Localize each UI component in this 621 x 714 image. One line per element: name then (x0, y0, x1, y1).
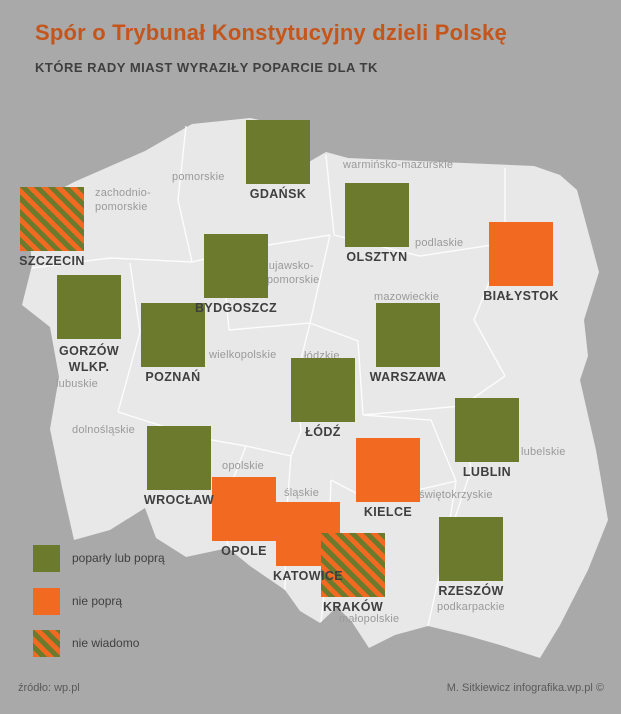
city-label-lodz: ŁÓDŹ (305, 425, 341, 439)
city-marker-bialystok (489, 222, 553, 286)
city-marker-szczecin (20, 187, 84, 251)
city-label-rzeszow: RZESZÓW (438, 584, 504, 598)
footer-source: źródło: wp.pl (18, 682, 80, 694)
city-label-kielce: KIELCE (363, 505, 413, 519)
region-label-malopolskie: małopolskie (339, 613, 400, 625)
region-label-opolskie: opolskie (222, 460, 264, 472)
region-label-warminsko-mazurskie: warmińsko-mazurskie (343, 159, 454, 171)
region-label-podkarpackie: podkarpackie (437, 601, 505, 613)
city-marker-kielce (356, 438, 420, 502)
footer-credit: M. Sitkiewicz infografika.wp.pl © (446, 682, 604, 694)
legend-label-unknown: nie wiadomo (72, 636, 140, 650)
region-label-kujawsko-pomorskie: kujawsko- -pomorskie (263, 260, 320, 287)
city-label-opole: OPOLE (221, 544, 267, 558)
region-label-lubelskie: lubelskie (521, 446, 566, 458)
city-marker-poznan (141, 303, 205, 367)
page-subtitle: KTÓRE RADY MIAST WYRAZIŁY POPARCIE DLA T… (35, 60, 378, 75)
city-label-bydgoszcz: BYDGOSZCZ (194, 301, 278, 315)
city-marker-opole (212, 477, 276, 541)
city-marker-gorzow-wlkp (57, 275, 121, 339)
city-marker-wroclaw (147, 426, 211, 490)
city-marker-olsztyn (345, 183, 409, 247)
city-label-olsztyn: OLSZTYN (346, 250, 408, 264)
region-label-pomorskie: pomorskie (172, 171, 225, 183)
city-marker-lodz (291, 358, 355, 422)
city-label-szczecin: SZCZECIN (19, 254, 85, 268)
city-marker-lublin (455, 398, 519, 462)
legend-label-support: poparły lub poprą (72, 551, 165, 565)
city-label-poznan: POZNAŃ (145, 370, 201, 384)
city-label-warszawa: WARSZAWA (369, 370, 447, 384)
city-label-gdansk: GDAŃSK (249, 187, 307, 201)
city-label-gorzow-wlkp: GORZÓW WLKP. (58, 344, 120, 374)
city-label-wroclaw: WROCŁAW (143, 493, 215, 507)
region-label-dolnoslaskie: dolnośląskie (72, 424, 135, 436)
region-label-podlaskie: podlaskie (415, 237, 464, 249)
city-marker-bydgoszcz (204, 234, 268, 298)
city-marker-gdansk (246, 120, 310, 184)
city-label-lublin: LUBLIN (462, 465, 512, 479)
city-label-katowice: KATOWICE (272, 569, 344, 583)
region-label-wielkopolskie: wielkopolskie (209, 349, 277, 361)
region-label-swietokrzyskie: świętokrzyskie (419, 489, 493, 501)
legend-label-against: nie poprą (72, 594, 123, 608)
legend-swatch-support (33, 545, 60, 572)
city-marker-rzeszow (439, 517, 503, 581)
region-label-mazowieckie: mazowieckie (374, 291, 440, 303)
region-label-zachodniopomorskie: zachodnio- pomorskie (95, 187, 151, 214)
region-label-lubuskie: lubuskie (56, 378, 98, 390)
page-title: Spór o Trybunał Konstytucyjny dzieli Pol… (35, 20, 507, 45)
city-marker-krakow (321, 533, 385, 597)
region-label-slaskie: śląskie (284, 487, 320, 499)
legend-swatch-against (33, 588, 60, 615)
city-label-krakow: KRAKÓW (322, 600, 384, 614)
city-label-bialystok: BIAŁYSTOK (483, 289, 559, 303)
city-marker-warszawa (376, 303, 440, 367)
legend-swatch-unknown (33, 630, 60, 657)
